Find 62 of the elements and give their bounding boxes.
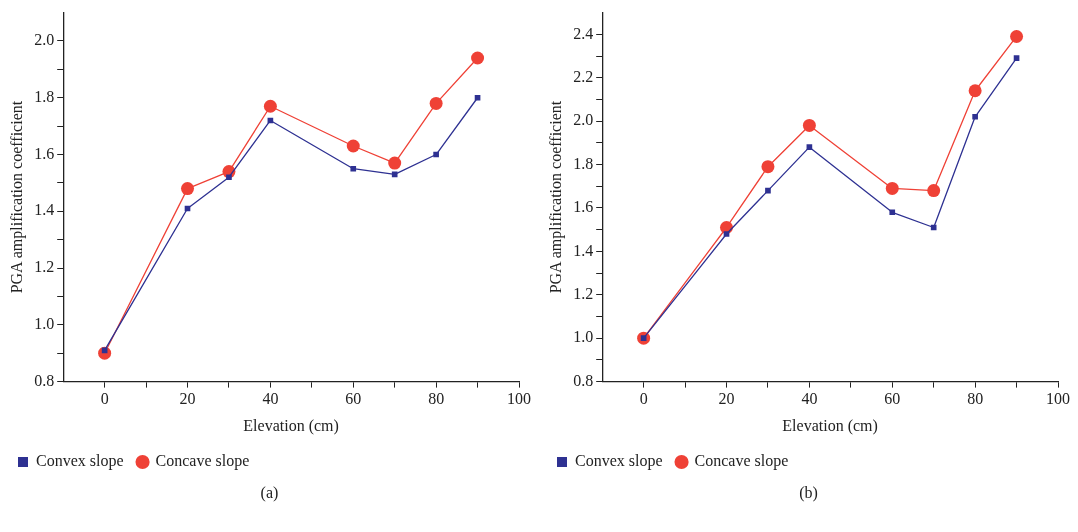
legend-label: Concave slope (155, 452, 250, 471)
point (1013, 55, 1020, 62)
y-tick-label: 0.8 (34, 371, 55, 389)
point (765, 187, 771, 194)
x-tick-label: 80 (967, 390, 984, 408)
y-tick-label: 1.8 (573, 154, 594, 172)
y-axis-title: PGA amplification coefficient (7, 100, 26, 294)
y-tick-label: 1.0 (34, 315, 55, 333)
text: (b) (798, 484, 819, 502)
x-axis-title: Elevation (cm) (782, 416, 878, 435)
point (391, 171, 398, 178)
point (802, 118, 816, 132)
point (885, 181, 899, 195)
point (226, 174, 232, 181)
point (1010, 29, 1024, 43)
point (806, 144, 813, 151)
x-tick-label: 0 (100, 390, 109, 408)
y-tick-label: 1.8 (34, 87, 55, 105)
point (433, 151, 439, 158)
x-tick-label: 20 (718, 390, 735, 408)
x-tick-label: 0 (639, 390, 648, 408)
point (474, 94, 481, 101)
x-tick-label: 60 (884, 390, 901, 408)
point (471, 51, 485, 65)
point (889, 209, 896, 216)
point (927, 184, 941, 198)
legend-label: Convex slope (575, 452, 663, 471)
x-tick-label: 100 (1046, 390, 1070, 408)
point (930, 224, 937, 231)
point (761, 160, 775, 174)
y-tick-label: 2.0 (573, 111, 594, 129)
point (181, 182, 195, 196)
y-tick-label: 0.8 (573, 371, 594, 389)
point (968, 84, 982, 98)
y-axis-title: PGA amplification coefficient (546, 100, 565, 294)
y-tick-label: 2.0 (34, 31, 55, 49)
legend-label: Convex slope (36, 452, 124, 471)
point (429, 96, 443, 110)
point (972, 113, 978, 120)
point (723, 231, 730, 237)
y-tick-label: 1.6 (573, 198, 594, 216)
point (350, 165, 357, 172)
y-tick-label: 1.4 (34, 201, 55, 219)
y-tick-label: 1.0 (573, 328, 594, 346)
x-tick-label: 40 (262, 390, 279, 408)
x-tick-label: 100 (507, 390, 531, 408)
point (263, 99, 277, 113)
x-axis-title: Elevation (cm) (243, 416, 339, 435)
legend-label: Concave slope (694, 452, 789, 471)
y-tick-label: 2.4 (573, 24, 594, 42)
y-tick-label: 2.2 (573, 67, 594, 85)
x-tick-label: 60 (345, 390, 362, 408)
x-tick-label: 80 (428, 390, 445, 408)
text: (a) (259, 484, 280, 502)
point (388, 156, 402, 170)
x-tick-label: 20 (179, 390, 196, 408)
y-tick-label: 1.2 (573, 284, 594, 302)
y-tick-label: 1.4 (573, 241, 594, 259)
point (346, 139, 360, 153)
y-tick-label: 1.2 (34, 258, 55, 276)
x-tick-label: 40 (801, 390, 818, 408)
y-tick-label: 1.6 (34, 144, 55, 162)
